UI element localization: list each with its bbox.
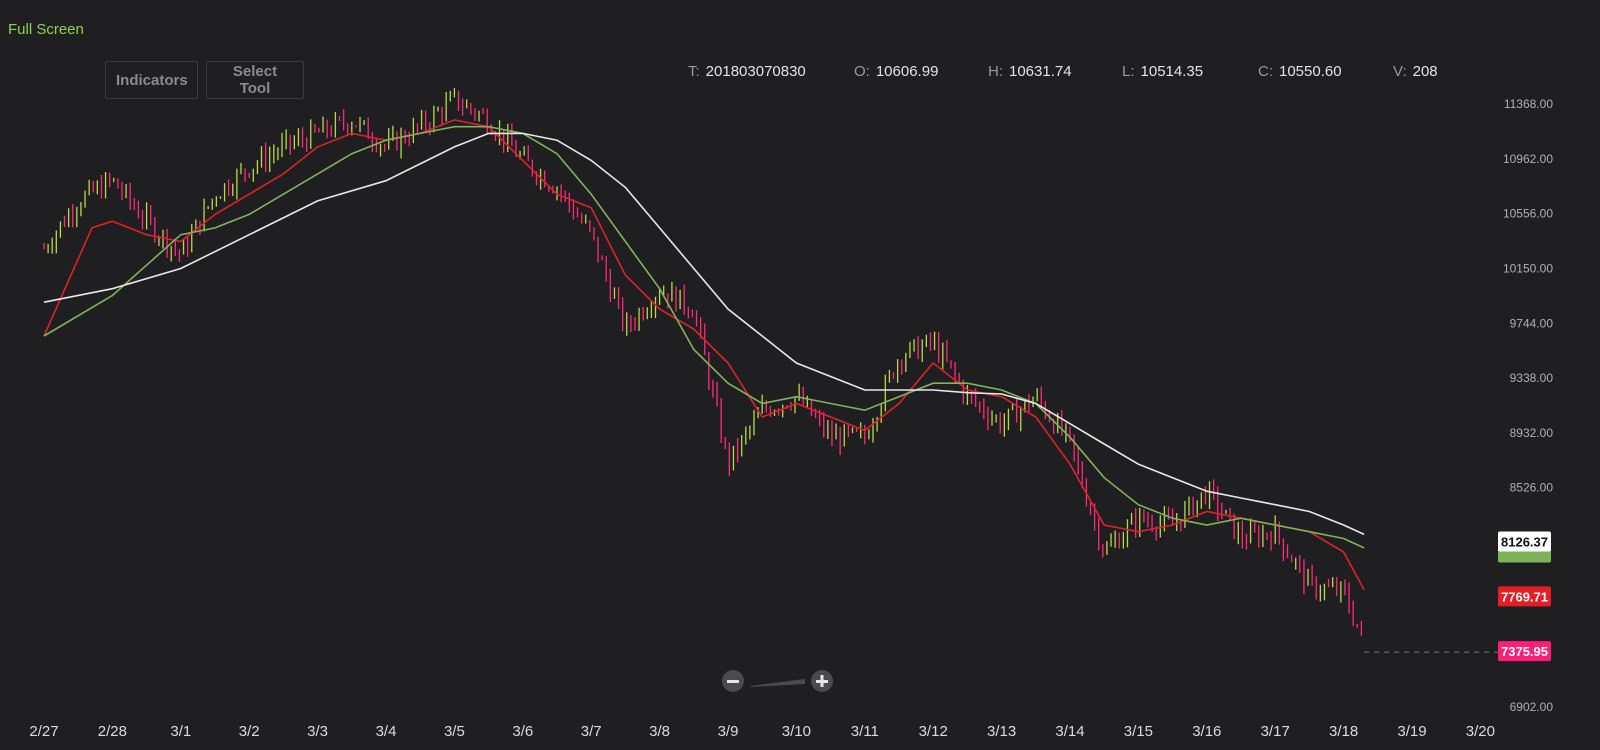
ohlc-close-value: 10550.60 (1279, 63, 1342, 80)
x-tick-label: 3/17 (1261, 723, 1290, 740)
select-tool-button[interactable]: Select Tool (206, 61, 304, 99)
x-tick-label: 3/16 (1192, 723, 1221, 740)
ohlc-volume: V: 208 (1393, 63, 1438, 80)
x-tick-label: 3/19 (1397, 723, 1426, 740)
indicators-button[interactable]: Indicators (105, 61, 198, 99)
y-tick-label: 11368.00 (1504, 97, 1553, 111)
x-tick-label: 3/10 (782, 723, 811, 740)
value-tags: 8126.37 7769.71 7375.95 (1498, 531, 1551, 662)
y-tick-label: 10962.00 (1503, 152, 1553, 166)
ohlc-time-label: T: (688, 63, 700, 80)
y-tick-label: 9338.00 (1510, 371, 1554, 385)
x-tick-label: 2/27 (29, 723, 58, 740)
y-axis: 11368.00 10962.00 10556.00 10150.00 9744.00 9… (1503, 97, 1553, 714)
x-tick-label: 3/3 (307, 723, 328, 740)
y-tick-label: 8932.00 (1510, 426, 1554, 440)
ma-slow-line (43, 132, 1365, 536)
x-tick-label: 3/11 (851, 723, 879, 740)
zoom-control[interactable] (722, 670, 833, 692)
y-tick-label: 10150.00 (1503, 261, 1553, 275)
ohlc-low: L: 10514.35 (1122, 63, 1203, 80)
value-tag-label: 8126.37 (1501, 535, 1548, 550)
x-tick-label: 3/20 (1466, 723, 1495, 740)
x-tick-label: 3/6 (512, 723, 533, 740)
x-tick-label: 2/28 (98, 723, 127, 740)
ohlc-open-label: O: (854, 63, 870, 80)
x-tick-label: 3/13 (987, 723, 1016, 740)
ohlc-close-label: C: (1258, 63, 1273, 80)
ohlc-time: T: 201803070830 (688, 63, 806, 80)
x-tick-label: 3/2 (239, 723, 260, 740)
x-tick-label: 3/14 (1055, 723, 1084, 740)
y-tick-label: 9744.00 (1510, 316, 1554, 330)
ohlc-time-value: 201803070830 (705, 63, 806, 80)
plus-circle-icon-vertical (820, 675, 824, 687)
value-tag (1498, 586, 1551, 607)
x-tick-label: 3/7 (581, 723, 602, 740)
price-bars (43, 88, 1363, 636)
x-tick-label: 3/1 (170, 723, 191, 740)
value-tag (1498, 641, 1551, 662)
ma-fast-line (43, 119, 1365, 591)
ohlc-high: H: 10631.74 (988, 63, 1072, 80)
x-tick-label: 3/12 (919, 723, 948, 740)
ma-mid-line (43, 125, 1365, 549)
x-tick-label: 3/9 (718, 723, 739, 740)
value-tag-label: 7769.71 (1501, 589, 1548, 604)
x-tick-label: 3/5 (444, 723, 465, 740)
minus-circle-icon (727, 680, 739, 683)
ohlc-volume-label: V: (1393, 63, 1407, 80)
y-tick-label: 6902.00 (1510, 700, 1554, 714)
ohlc-low-label: L: (1122, 63, 1135, 80)
ohlc-close: C: 10550.60 (1258, 63, 1342, 80)
x-tick-label: 3/15 (1124, 723, 1153, 740)
y-tick-label: 8526.00 (1510, 481, 1554, 495)
moving-average-lines (43, 119, 1498, 653)
ohlc-high-label: H: (988, 63, 1003, 80)
x-tick-label: 3/8 (649, 723, 670, 740)
ohlc-open: O: 10606.99 (854, 63, 938, 80)
ohlc-volume-value: 208 (1412, 63, 1438, 80)
x-tick-label: 3/4 (376, 723, 397, 740)
value-tag-label: 7375.95 (1501, 644, 1548, 659)
ohlc-open-value: 10606.99 (875, 63, 939, 80)
x-tick-label: 3/18 (1329, 723, 1358, 740)
value-tag (1498, 531, 1551, 552)
ohlc-low-value: 10514.35 (1140, 63, 1204, 80)
full-screen-link[interactable]: Full Screen (8, 21, 84, 38)
y-tick-label: 10556.00 (1503, 207, 1553, 221)
x-axis: 2/27 2/28 3/1 3/2 3/3 3/4 3/5 3/6 3/7 3/8 3/9 3/10 3… (29, 723, 1495, 740)
zoom-slider-track[interactable] (750, 679, 805, 687)
ohlc-high-value: 10631.74 (1009, 63, 1072, 80)
